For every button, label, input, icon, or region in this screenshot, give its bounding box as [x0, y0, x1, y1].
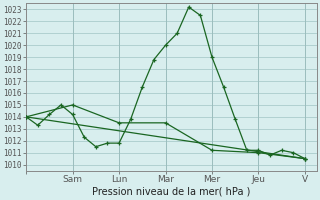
X-axis label: Pression niveau de la mer( hPa ): Pression niveau de la mer( hPa ) — [92, 187, 251, 197]
